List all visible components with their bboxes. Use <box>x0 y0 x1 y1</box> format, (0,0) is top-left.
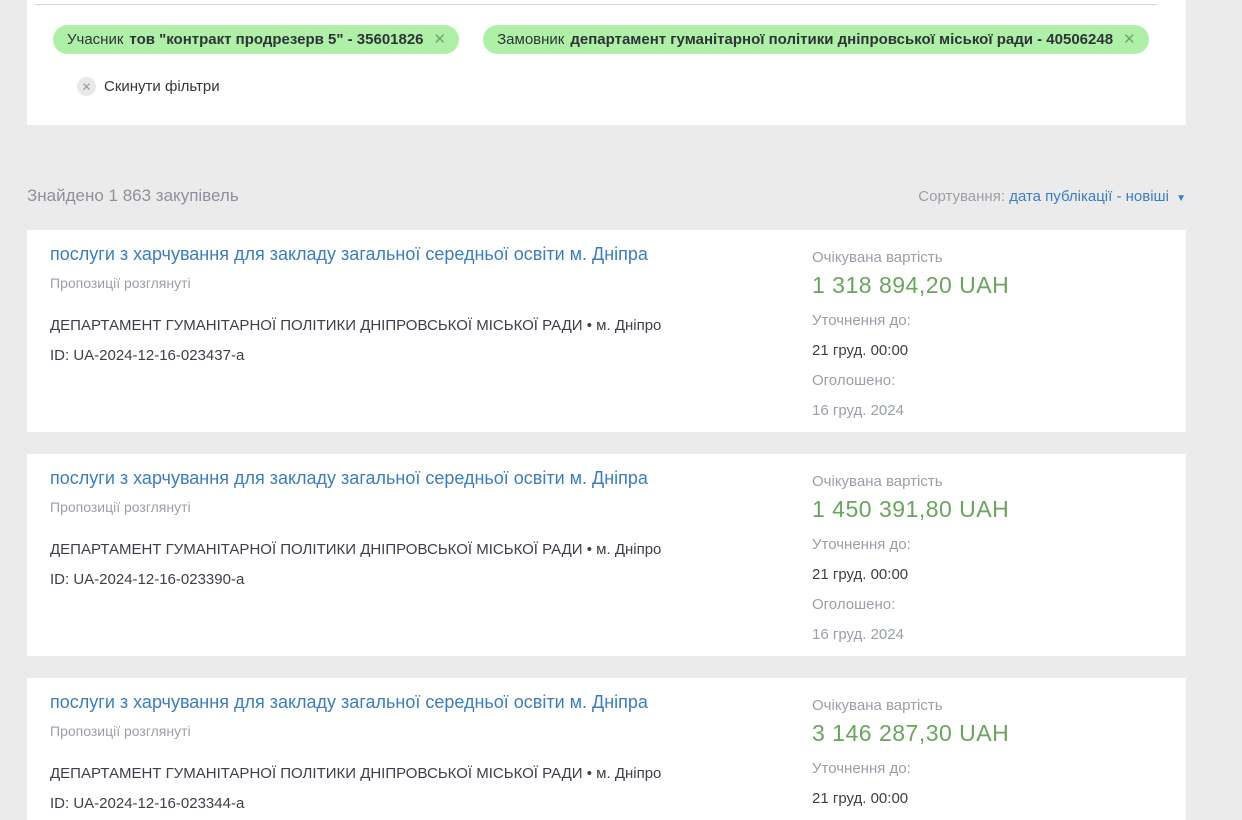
tender-buyer: ДЕПАРТАМЕНТ ГУМАНІТАРНОЇ ПОЛІТИКИ ДНІПРО… <box>50 317 662 334</box>
sort-control: Сортування: дата публікації - новіші ▼ <box>918 188 1186 205</box>
tender-card-summary: Очікувана вартість 3 146 287,30 UAH Уточ… <box>812 690 1186 820</box>
tender-card: послуги з харчування для закладу загальн… <box>27 454 1186 656</box>
tender-status: Пропозиції розглянуті <box>50 723 191 739</box>
close-icon[interactable]: ✕ <box>1123 31 1136 48</box>
expected-value-label: Очікувана вартість <box>812 473 943 490</box>
clarification-label: Уточнення до: <box>812 760 911 777</box>
tender-title-link[interactable]: послуги з харчування для закладу загальн… <box>50 468 648 488</box>
filter-chip-participant: Учасник тов "контракт продрезерв 5" - 35… <box>53 25 460 54</box>
sort-value-link[interactable]: дата публікації - новіші <box>1009 188 1169 205</box>
page-content: Учасник тов "контракт продрезерв 5" - 35… <box>27 0 1186 820</box>
announced-label: Оголошено: <box>812 372 896 389</box>
clarification-label: Уточнення до: <box>812 312 911 329</box>
filter-panel: Учасник тов "контракт продрезерв 5" - 35… <box>27 0 1186 125</box>
tender-card-main: послуги з харчування для закладу загальн… <box>50 690 812 820</box>
tender-status: Пропозиції розглянуті <box>50 275 191 291</box>
filter-chip-value: департамент гуманітарної політики дніпро… <box>570 31 1114 48</box>
reset-filters-label: Скинути фільтри <box>104 78 220 95</box>
expected-value-amount: 1 450 391,80 UAH <box>812 496 1010 522</box>
tender-status: Пропозиції розглянуті <box>50 499 191 515</box>
clarification-label: Уточнення до: <box>812 536 911 553</box>
expected-value-amount: 1 318 894,20 UAH <box>812 272 1010 298</box>
expected-value-amount: 3 146 287,30 UAH <box>812 720 1010 746</box>
filter-chip-label: Учасник <box>67 31 124 48</box>
tender-title-link[interactable]: послуги з харчування для закладу загальн… <box>50 244 648 264</box>
tender-buyer: ДЕПАРТАМЕНТ ГУМАНІТАРНОЇ ПОЛІТИКИ ДНІПРО… <box>50 541 662 558</box>
close-icon[interactable]: ✕ <box>433 31 447 48</box>
results-count: Знайдено 1 863 закупівель <box>27 186 239 205</box>
clarification-date: 21 груд. 00:00 <box>812 790 909 807</box>
filter-chips-row: Учасник тов "контракт продрезерв 5" - 35… <box>27 5 1186 54</box>
clarification-date: 21 груд. 00:00 <box>812 342 909 359</box>
close-circle-icon[interactable]: ✕ <box>77 77 96 96</box>
tender-title-link[interactable]: послуги з харчування для закладу загальн… <box>50 692 648 712</box>
tender-card-summary: Очікувана вартість 1 318 894,20 UAH Уточ… <box>812 242 1186 432</box>
chevron-down-icon[interactable]: ▼ <box>1176 193 1186 204</box>
expected-value-label: Очікувана вартість <box>812 249 943 266</box>
reset-filters-button[interactable]: ✕ Скинути фільтри <box>77 77 220 96</box>
results-header: Знайдено 1 863 закупівель Сортування: да… <box>27 125 1186 206</box>
expected-value-label: Очікувана вартість <box>812 697 943 714</box>
tender-card: послуги з харчування для закладу загальн… <box>27 230 1186 432</box>
tender-card-main: послуги з харчування для закладу загальн… <box>50 242 812 432</box>
clarification-date: 21 груд. 00:00 <box>812 566 909 583</box>
announced-date: 16 груд. 2024 <box>812 626 904 643</box>
filter-panel-divider <box>34 4 1158 5</box>
tender-id: ID: UA-2024-12-16-023344-a <box>50 795 245 812</box>
tender-buyer: ДЕПАРТАМЕНТ ГУМАНІТАРНОЇ ПОЛІТИКИ ДНІПРО… <box>50 765 662 782</box>
sort-label: Сортування: <box>918 188 1006 205</box>
filter-chip-label: Замовник <box>497 31 565 48</box>
tender-card-main: послуги з харчування для закладу загальн… <box>50 466 812 656</box>
tender-card: послуги з харчування для закладу загальн… <box>27 678 1186 820</box>
tender-card-summary: Очікувана вартість 1 450 391,80 UAH Уточ… <box>812 466 1186 656</box>
tender-id: ID: UA-2024-12-16-023390-a <box>50 571 245 588</box>
announced-label: Оголошено: <box>812 596 896 613</box>
filter-chip-value: тов "контракт продрезерв 5" - 35601826 <box>129 31 424 48</box>
filter-chip-buyer: Замовник департамент гуманітарної політи… <box>483 25 1149 54</box>
announced-date: 16 груд. 2024 <box>812 402 904 419</box>
tender-id: ID: UA-2024-12-16-023437-a <box>50 347 245 364</box>
